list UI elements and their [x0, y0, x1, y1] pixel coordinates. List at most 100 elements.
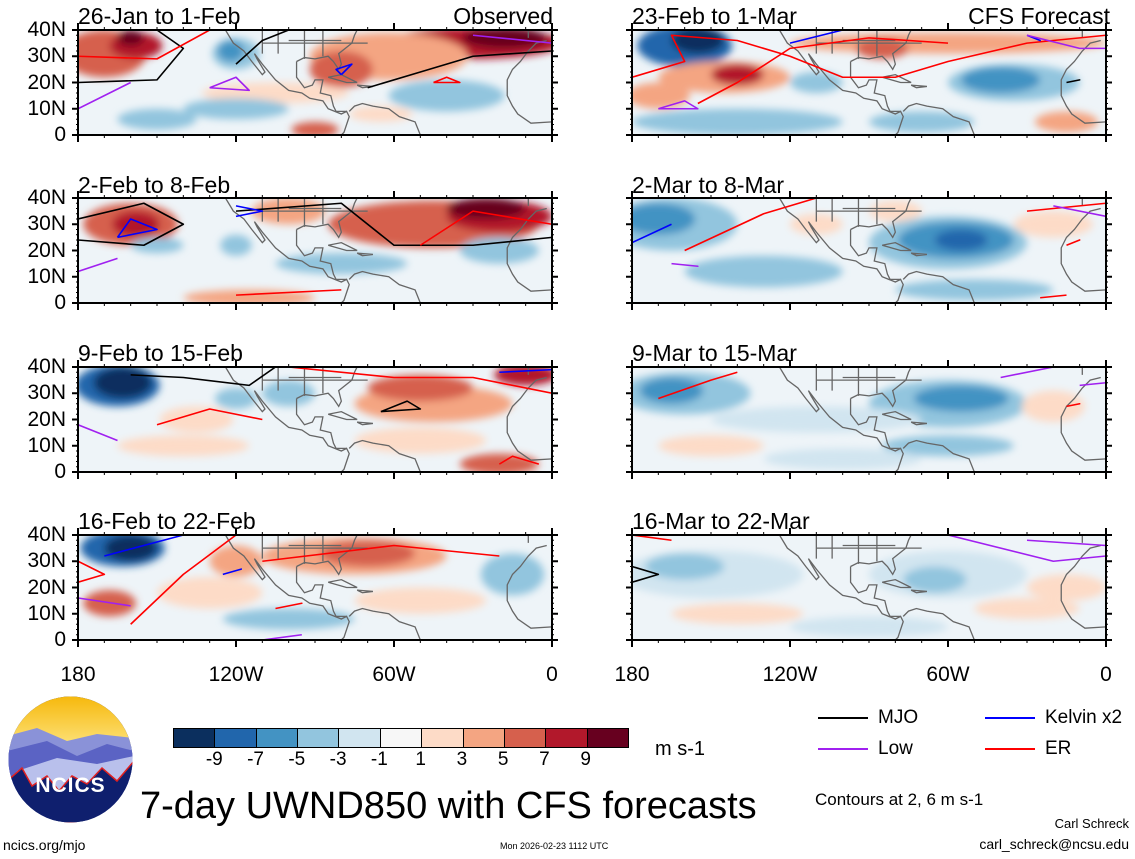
y-tick-label: 20N: [27, 575, 66, 599]
contour-line: [78, 257, 118, 273]
legend-label-low: Low: [878, 738, 913, 759]
wind-anomaly-blob: [974, 598, 1080, 619]
contour-line: [1066, 79, 1081, 84]
coastline: [296, 198, 358, 239]
coastline: [356, 252, 374, 257]
wind-anomaly-blob: [209, 545, 263, 577]
colorbar-swatch: [503, 729, 546, 747]
wind-anomaly-blob: [217, 40, 244, 62]
contour-line: [419, 210, 552, 246]
coastline: [902, 270, 975, 303]
y-tick-label: 40N: [27, 18, 66, 41]
contour-line: [156, 408, 263, 426]
coastline: [327, 410, 358, 421]
wind-anomaly-blob: [130, 237, 184, 254]
contour-line: [499, 368, 552, 374]
coastline: [327, 241, 358, 252]
contour-line: [632, 565, 660, 584]
colorbar-swatch: [297, 729, 339, 747]
wind-anomaly-blob: [632, 108, 843, 135]
coastline: [849, 566, 901, 618]
y-tick-label: 30N: [27, 381, 66, 405]
coastline: [348, 607, 421, 640]
coastline: [910, 421, 928, 426]
contour-line: [235, 202, 552, 247]
coastline: [881, 578, 912, 589]
coastline: [850, 535, 912, 576]
contour-line: [235, 289, 342, 296]
contour-line: [78, 30, 185, 84]
coastline: [296, 367, 358, 408]
coastline: [506, 544, 552, 629]
colorbar-tick-label: -7: [247, 749, 264, 770]
wind-anomaly-blob: [220, 234, 252, 256]
contour-line: [130, 535, 237, 625]
map-panel-forecast-1: [626, 23, 1112, 142]
x-tick-180-left: 180: [60, 663, 96, 686]
coastline: [348, 439, 421, 472]
contour-line: [671, 262, 699, 268]
colorbar-tick-label: -9: [205, 749, 223, 770]
contour-line: [472, 34, 552, 44]
contour-line: [1066, 239, 1081, 246]
colorbar-swatch: [545, 729, 587, 747]
wind-anomaly-blob: [790, 616, 948, 638]
colorbar-tick-label: -3: [329, 749, 347, 770]
y-tick-label: 0: [54, 291, 66, 314]
colorbar: [173, 728, 629, 748]
contour-line: [684, 198, 817, 252]
wind-anomaly-blob: [903, 566, 967, 593]
coastline: [910, 589, 928, 594]
figure-title: 7-day UWND850 with CFS forecasts: [140, 785, 757, 827]
contour-line: [78, 597, 131, 607]
wind-anomaly-blob: [117, 108, 197, 130]
contour-line: [380, 400, 422, 413]
contour-line: [116, 218, 158, 239]
y-tick-label: 40N: [27, 523, 66, 546]
forecast-tag: CFS Forecast: [968, 3, 1110, 29]
contour-line: [222, 568, 243, 576]
wind-anomaly-blob: [684, 255, 843, 288]
observed-tag: Observed: [453, 3, 553, 29]
wind-anomaly-blob: [1027, 574, 1106, 601]
coastline: [295, 398, 347, 450]
wind-anomaly-blob: [309, 51, 373, 88]
wind-anomaly-blob: [222, 608, 355, 630]
wind-anomaly-blob: [291, 121, 339, 135]
legend-line-er: [985, 748, 1035, 750]
coastline: [910, 252, 928, 257]
wind-anomaly-blob: [632, 203, 696, 235]
coastline: [902, 607, 975, 640]
wind-anomaly-blob: [790, 72, 843, 93]
y-tick-label: 0: [54, 460, 66, 483]
footer-timestamp: Mon 2026-02-23 1112 UTC: [500, 841, 609, 851]
coastline: [356, 589, 374, 594]
colorbar-tick-label: -5: [288, 749, 306, 770]
x-tick-120w-left: 120W: [208, 663, 264, 686]
coastline: [850, 367, 912, 408]
legend-line-kelvin: [985, 717, 1035, 719]
legend-line-low: [818, 748, 868, 750]
coastline: [849, 398, 901, 450]
y-tick-label: 0: [54, 628, 66, 651]
panel-title-obs-4: 16-Feb to 22-Feb: [78, 508, 256, 534]
ncics-logo: NCICS: [7, 696, 134, 823]
legend-label-kelvin: Kelvin x2: [1045, 707, 1123, 728]
wind-anomaly-blob: [104, 535, 157, 562]
wind-anomaly-blob: [367, 374, 474, 402]
wind-anomaly-blob: [157, 577, 263, 609]
wind-anomaly-blob: [639, 377, 704, 404]
wind-anomaly-blob: [711, 64, 764, 86]
y-tick-label: 20N: [27, 238, 66, 262]
wind-anomaly-blob: [93, 367, 152, 399]
contour-line: [78, 560, 106, 584]
coastline: [849, 229, 901, 281]
y-tick-label: 0: [54, 123, 66, 146]
maps-svg: [72, 23, 1112, 647]
contour-line: [1000, 367, 1054, 379]
contour-line: [209, 76, 250, 92]
contour-line: [1026, 539, 1106, 547]
wind-anomaly-blob: [183, 98, 289, 120]
wind-anomaly-blob: [671, 603, 804, 625]
y-tick-label: 40N: [27, 186, 66, 209]
